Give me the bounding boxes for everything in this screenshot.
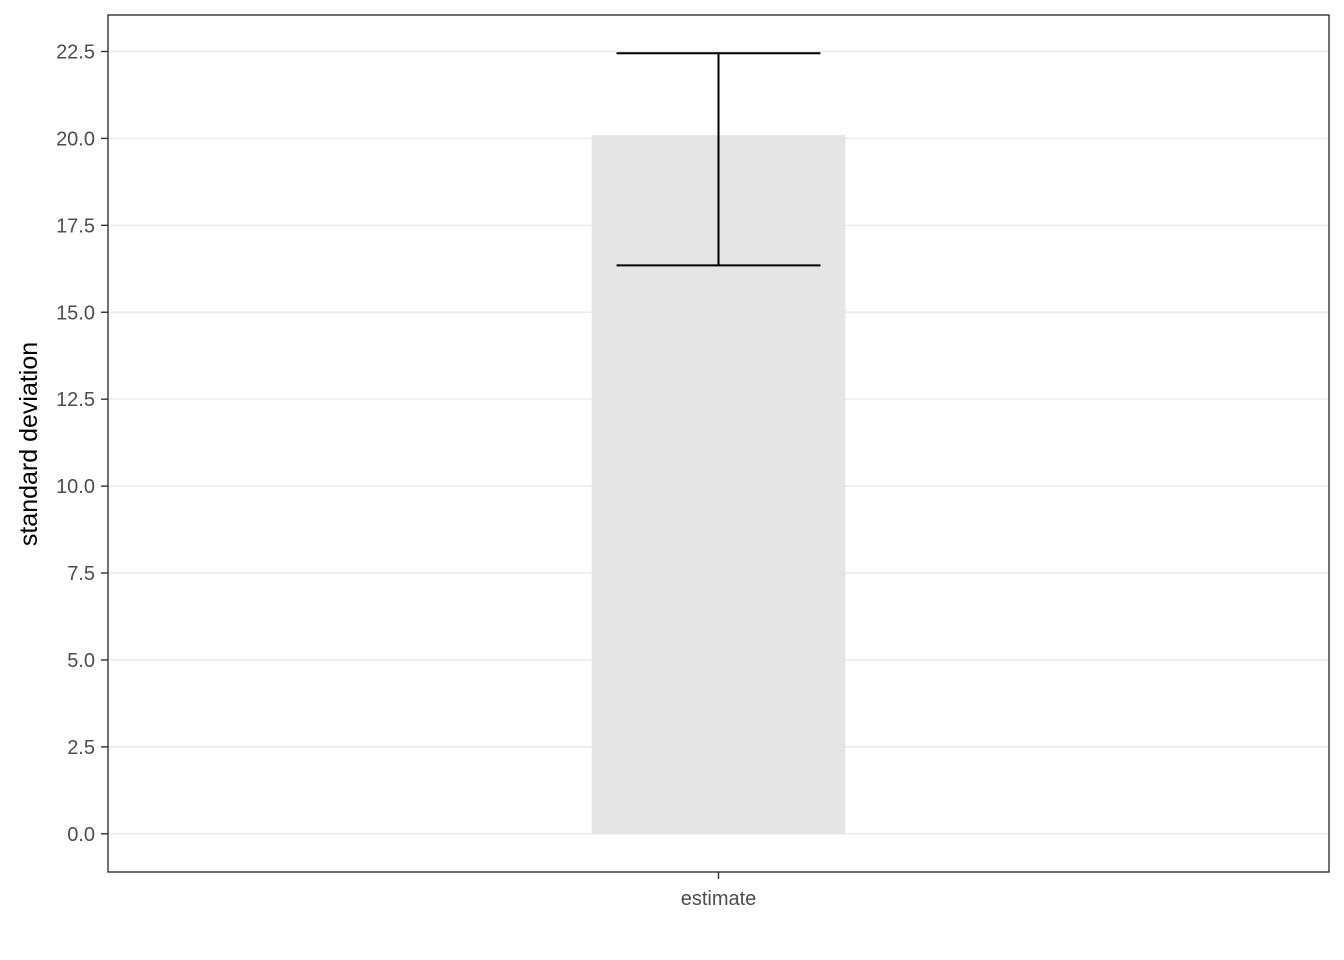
y-tick-label-5: 12.5 bbox=[56, 389, 95, 411]
y-tick-label-4: 10.0 bbox=[56, 476, 95, 498]
x-axis: estimate bbox=[681, 872, 757, 910]
y-tick-label-6: 15.0 bbox=[56, 302, 95, 324]
y-tick-label-8: 20.0 bbox=[56, 128, 95, 150]
y-axis: 0.0 2.5 5.0 7.5 10.0 12.5 15.0 17.5 20.0 22.5 bbox=[56, 42, 108, 846]
y-tick-label-0: 0.0 bbox=[67, 824, 95, 846]
x-tick-label-0: estimate bbox=[681, 888, 757, 910]
y-tick-label-2: 5.0 bbox=[67, 650, 95, 672]
error-bars bbox=[616, 52, 821, 267]
y-tick-label-1: 2.5 bbox=[67, 737, 95, 759]
y-tick-label-9: 22.5 bbox=[56, 42, 95, 64]
y-tick-label-7: 17.5 bbox=[56, 215, 95, 237]
y-tick-label-3: 7.5 bbox=[67, 563, 95, 585]
y-axis-title: standard deviation bbox=[15, 342, 43, 546]
